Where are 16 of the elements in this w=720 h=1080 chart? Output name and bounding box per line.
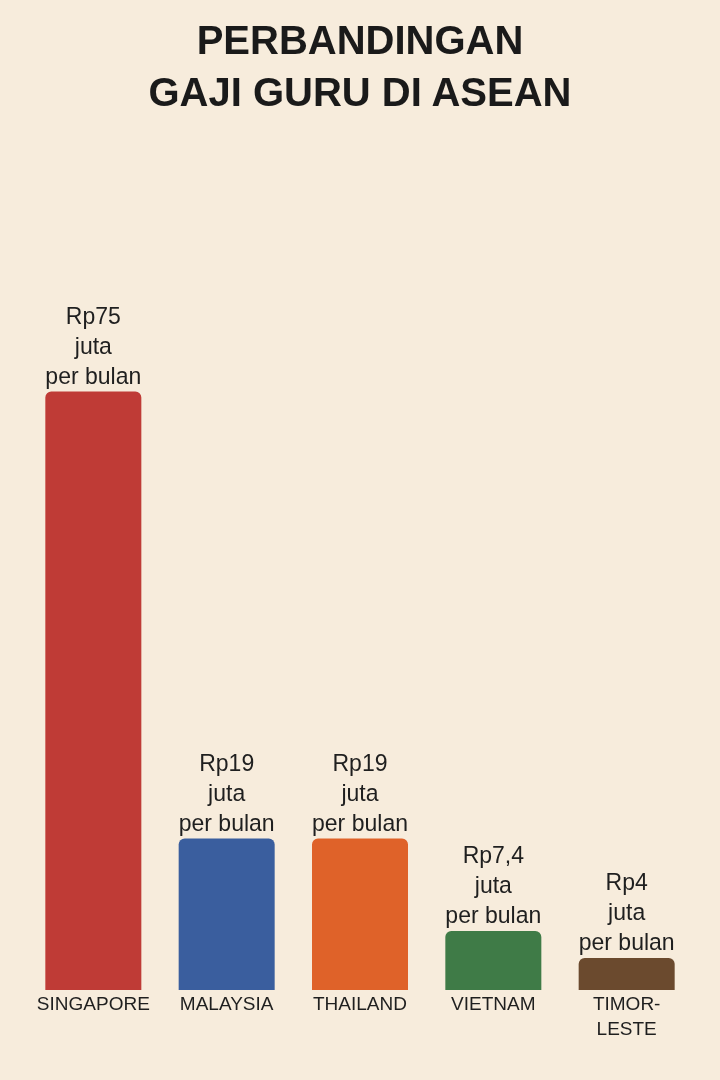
bar (578, 958, 675, 990)
bar (45, 391, 142, 990)
x-tick-label: SINGAPORE (36, 993, 150, 1014)
bar (445, 930, 542, 990)
bar (312, 838, 408, 990)
data-label: Rp4 juta per bulan (578, 869, 675, 956)
bar (178, 838, 275, 990)
chart-title: PERBANDINGAN GAJI GURU DI ASEAN (148, 18, 572, 114)
data-label: Rp19 juta per bulan (312, 749, 408, 836)
x-tick-label: MALAYSIA (179, 993, 274, 1014)
x-tick-label: VIETNAM (451, 993, 536, 1014)
x-tick-label: THAILAND (313, 993, 407, 1014)
x-tick-label: TIMOR- LESTE (592, 993, 661, 1039)
data-label: Rp75 juta per bulan (45, 302, 142, 389)
data-label: Rp19 juta per bulan (178, 749, 275, 836)
data-label: Rp7,4 juta per bulan (445, 842, 542, 929)
